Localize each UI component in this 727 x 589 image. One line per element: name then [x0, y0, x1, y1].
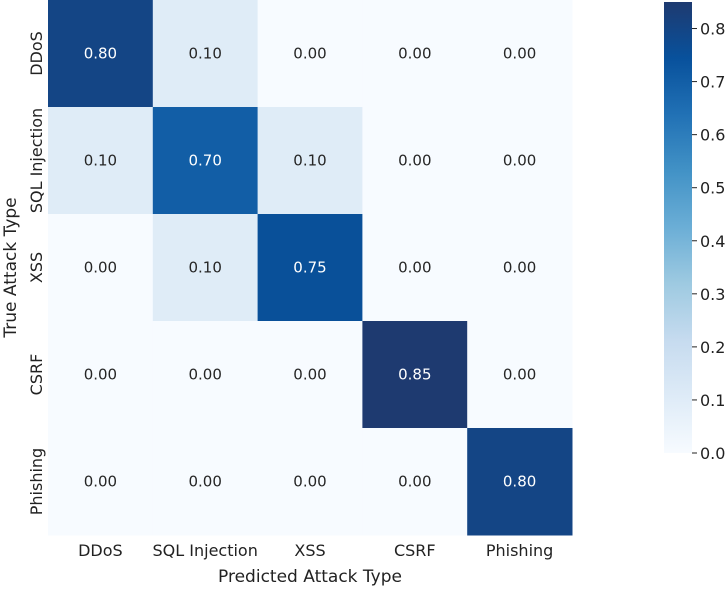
heatmap-cell	[257, 107, 363, 215]
heatmap-cell	[467, 107, 573, 215]
heatmap-cell	[152, 214, 259, 322]
heatmap-cell	[467, 321, 573, 429]
cell-value-label: 0.70	[188, 152, 221, 170]
heatmap-cell	[467, 214, 573, 322]
heatmap-cell	[362, 428, 468, 536]
heatmap-cell	[467, 428, 573, 536]
y-tick-label: XSS	[27, 252, 46, 283]
cell-value-label: 0.80	[84, 45, 117, 63]
cell-value-label: 0.10	[84, 152, 117, 170]
heatmap-cell	[48, 107, 154, 215]
cell-value-label: 0.00	[188, 473, 221, 491]
x-tick-label: CSRF	[394, 541, 436, 560]
colorbar-tick-label: 0.1	[700, 391, 725, 410]
cell-value-label: 0.00	[398, 152, 431, 170]
y-tick-label: SQL Injection	[27, 108, 46, 213]
y-tick-label: Phishing	[27, 448, 46, 515]
cell-value-label: 0.00	[293, 366, 326, 384]
cell-value-label: 0.00	[503, 45, 536, 63]
cell-value-label: 0.00	[503, 366, 536, 384]
heatmap-cell	[362, 321, 468, 429]
colorbar-tick-label: 0.8	[700, 20, 725, 39]
cell-value-label: 0.00	[398, 473, 431, 491]
heatmap-cell	[48, 0, 154, 108]
heatmap-cell	[257, 214, 363, 322]
x-tick-label: XSS	[294, 541, 325, 560]
cell-value-label: 0.00	[84, 366, 117, 384]
y-tick-label: DDoS	[27, 31, 46, 76]
heatmap-cell	[362, 107, 468, 215]
cell-value-label: 0.80	[503, 473, 536, 491]
colorbar-tick-label: 0.2	[700, 338, 725, 357]
cell-value-label: 0.00	[84, 259, 117, 277]
heatmap-cell	[152, 107, 259, 215]
cell-value-label: 0.10	[293, 152, 326, 170]
heatmap-cell	[362, 214, 468, 322]
heatmap-cell	[48, 321, 154, 429]
cell-value-label: 0.00	[503, 259, 536, 277]
heatmap-cell-labels: 0.80 0.10 0.00 0.00 0.00 0.10 0.70 0.10 0.00 0.00…	[84, 45, 537, 491]
colorbar-tick-label: 0.4	[700, 232, 725, 251]
cell-value-label: 0.00	[503, 152, 536, 170]
heatmap-cell	[467, 0, 573, 108]
colorbar-tick-label: 0.3	[700, 285, 725, 304]
y-axis-label: True Attack Type	[1, 197, 21, 338]
heatmap-cell	[48, 428, 154, 536]
colorbar-tick-label: 0.0	[700, 444, 725, 463]
heatmap-cell	[257, 0, 363, 108]
x-tick-labels: DDoS SQL Injection XSS CSRF Phishing	[78, 541, 553, 560]
cell-value-label: 0.00	[398, 45, 431, 63]
cell-value-label: 0.00	[293, 473, 326, 491]
cell-value-label: 0.10	[188, 45, 221, 63]
heatmap-cell	[257, 428, 363, 536]
heatmap-cell	[48, 214, 154, 322]
heatmap-cell	[257, 321, 363, 429]
heatmap-cells	[48, 0, 573, 536]
cell-value-label: 0.00	[84, 473, 117, 491]
heatmap-cell	[152, 428, 259, 536]
x-axis-label: Predicted Attack Type	[218, 567, 402, 587]
x-tick-label: SQL Injection	[153, 541, 258, 560]
heatmap-cell	[152, 0, 259, 108]
heatmap-cell	[362, 0, 468, 108]
heatmap-cell	[152, 321, 259, 429]
cell-value-label: 0.00	[398, 259, 431, 277]
x-tick-label: DDoS	[78, 541, 123, 560]
x-tick-label: Phishing	[486, 541, 553, 560]
cell-value-label: 0.85	[398, 366, 431, 384]
cell-value-label: 0.00	[188, 366, 221, 384]
y-tick-label: CSRF	[27, 354, 46, 396]
colorbar	[664, 2, 692, 453]
colorbar-tick-label: 0.6	[700, 126, 725, 145]
y-tick-labels: DDoS SQL Injection XSS CSRF Phishing	[27, 31, 46, 515]
cell-value-label: 0.00	[293, 45, 326, 63]
colorbar-tick-label: 0.7	[700, 73, 725, 92]
colorbar-tick-label: 0.5	[700, 179, 725, 198]
colorbar-ticks: 0.0 0.1 0.2 0.3 0.4 0.5 0.6 0.7 0.8	[692, 20, 725, 463]
cell-value-label: 0.10	[188, 259, 221, 277]
cell-value-label: 0.75	[293, 259, 326, 277]
